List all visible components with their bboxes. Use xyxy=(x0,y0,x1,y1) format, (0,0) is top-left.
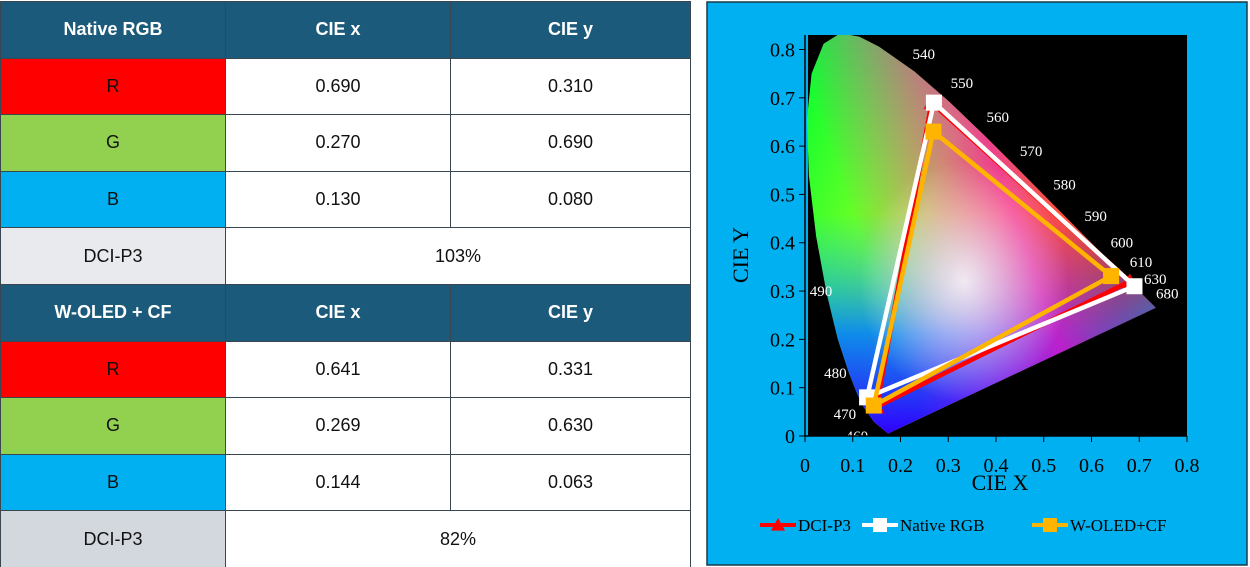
table-cell: 0.630 xyxy=(450,397,691,455)
marker xyxy=(771,518,785,531)
x-tick-label: 0.3 xyxy=(936,455,961,477)
y-tick-label: 0.4 xyxy=(770,233,795,255)
x-tick-label: 0.4 xyxy=(984,455,1009,477)
marker xyxy=(865,397,882,414)
marker xyxy=(1103,268,1120,285)
legend-label: Native RGB xyxy=(900,516,985,535)
footer-cell: DCI-P3 xyxy=(0,510,226,567)
wavelength-label: 680 xyxy=(1156,286,1179,302)
table-cell: B xyxy=(0,170,226,229)
header-cell: Native RGB xyxy=(0,1,226,59)
table-cell: G xyxy=(0,114,226,172)
x-tick-label: 0.6 xyxy=(1079,455,1104,477)
y-tick-label: 0.7 xyxy=(770,88,795,110)
footer-cell: 82% xyxy=(225,510,691,567)
header-cell: CIE x xyxy=(225,284,451,342)
x-tick-label: 0.7 xyxy=(1127,455,1152,477)
header-cell: CIE y xyxy=(450,1,691,59)
wavelength-label: 630 xyxy=(1144,272,1167,288)
table-cell: G xyxy=(0,397,226,455)
series-line xyxy=(863,98,1139,402)
footer-cell: 103% xyxy=(225,227,691,285)
table-cell: 0.080 xyxy=(450,170,691,229)
y-tick-label: 0.6 xyxy=(770,136,795,158)
table-cell: 0.144 xyxy=(225,453,451,512)
x-tick-label: 0.1 xyxy=(840,455,865,477)
series-line xyxy=(870,127,1116,410)
wavelength-label: 610 xyxy=(1130,255,1153,271)
table-cell: R xyxy=(0,57,226,116)
wavelength-label: 460 xyxy=(846,429,869,445)
table-cell: 0.641 xyxy=(225,340,451,399)
y-tick-label: 0 xyxy=(785,426,795,448)
x-tick-label: 0.2 xyxy=(888,455,913,477)
wavelength-label: 590 xyxy=(1084,209,1107,225)
footer-cell: DCI-P3 xyxy=(0,227,226,285)
table-cell: 0.310 xyxy=(450,57,691,116)
locus-fill xyxy=(806,35,1156,434)
table-cell: 0.269 xyxy=(225,397,451,455)
x-axis-label: CIE X xyxy=(972,470,1029,495)
table-cell: 0.690 xyxy=(225,57,451,116)
wavelength-label: 580 xyxy=(1053,178,1076,194)
table-cell: 0.270 xyxy=(225,114,451,172)
x-tick-label: 0 xyxy=(800,455,810,477)
table-cell: 0.130 xyxy=(225,170,451,229)
y-tick-label: 0.5 xyxy=(770,184,795,206)
legend-label: DCI-P3 xyxy=(798,516,851,535)
wavelength-label: 470 xyxy=(834,407,857,423)
table-cell: R xyxy=(0,340,226,399)
wavelength-label: 550 xyxy=(951,76,974,92)
y-axis-label: CIE Y xyxy=(728,227,753,283)
wavelength-label: 560 xyxy=(986,110,1009,126)
header-cell: CIE x xyxy=(225,1,451,59)
x-tick-label: 0.8 xyxy=(1175,455,1200,477)
table-cell: B xyxy=(0,453,226,512)
legend-label: W-OLED+CF xyxy=(1070,516,1166,535)
header-cell: CIE y xyxy=(450,284,691,342)
header-cell: W-OLED + CF xyxy=(0,284,226,342)
wavelength-label: 570 xyxy=(1020,144,1043,160)
marker xyxy=(873,518,887,532)
marker xyxy=(1043,518,1057,532)
marker xyxy=(1126,278,1143,295)
spectral-locus: 5305405505605705805906006106306804904804… xyxy=(806,35,1179,445)
marker xyxy=(925,123,942,140)
y-tick-label: 0.1 xyxy=(770,378,795,400)
table-cell: 0.331 xyxy=(450,340,691,399)
wavelength-label: 540 xyxy=(912,47,935,63)
y-tick-label: 0.3 xyxy=(770,281,795,303)
marker xyxy=(925,94,942,111)
wavelength-label: 490 xyxy=(810,284,833,300)
wavelength-label: 480 xyxy=(824,366,847,382)
y-tick-label: 0.2 xyxy=(770,329,795,351)
series-group xyxy=(859,94,1143,414)
x-tick-label: 0.5 xyxy=(1031,455,1056,477)
table-cell: 0.063 xyxy=(450,453,691,512)
table-cell: 0.690 xyxy=(450,114,691,172)
wavelength-label: 600 xyxy=(1111,236,1134,252)
y-tick-label: 0.8 xyxy=(770,39,795,61)
